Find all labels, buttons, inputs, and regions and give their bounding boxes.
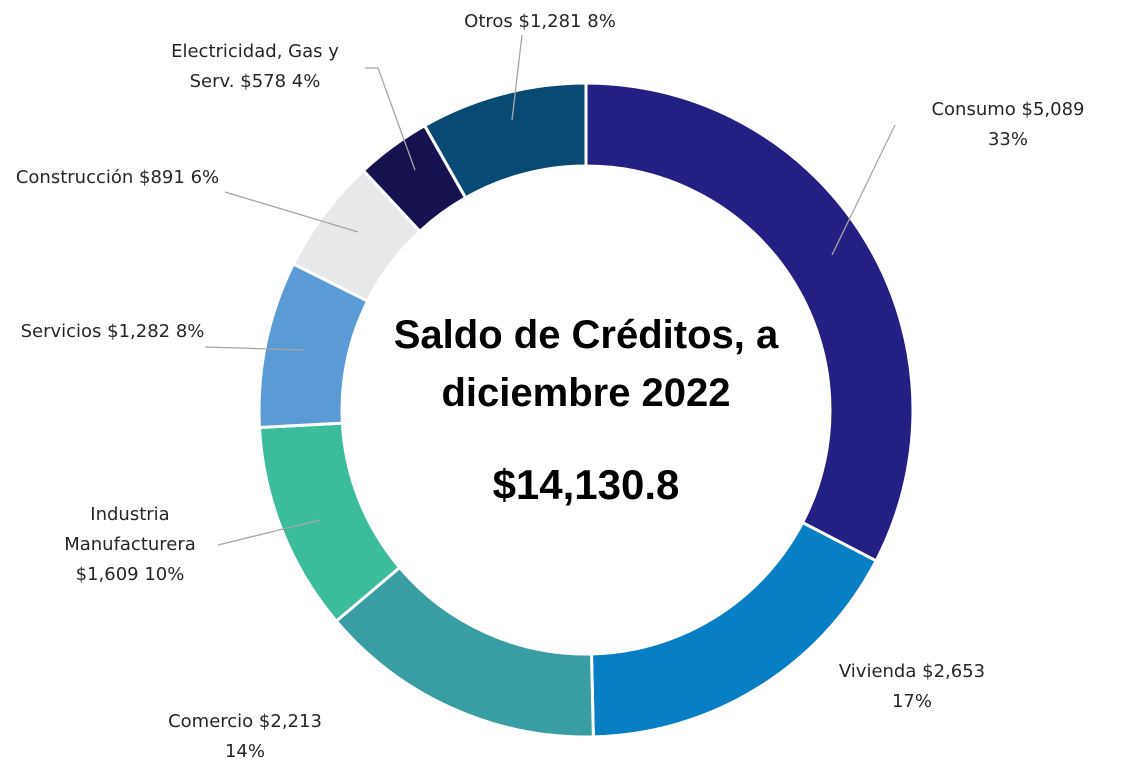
percent-label: 14% [224,741,265,762]
value-label: $2,213 [258,711,322,732]
leader-line [365,67,416,171]
total-label: $14,130.8 [492,461,680,508]
percent-label: 4% [291,71,321,92]
leader-line [217,519,321,546]
leader-line [204,346,306,351]
leader-line [831,124,896,256]
value-label: $1,281 [518,11,582,32]
slice-label: Otros $1,281 8% [420,7,660,37]
percent-label: 8% [175,321,205,342]
category-label: Construcción [15,167,134,188]
category-label: Consumo [931,99,1016,120]
category-label: Servicios [20,321,102,342]
leader-line [511,34,523,121]
donut-slice [422,81,588,200]
slice-label: Servicios $1,282 8% [20,317,205,347]
percent-label: 6% [190,167,220,188]
donut-slice [334,565,595,739]
slice-label: Industria Manufacturera $1,609 10% [55,500,205,590]
category-label: Electricidad, Gas y Serv. [171,41,339,92]
donut-slice [584,81,915,563]
percent-label: 10% [144,564,185,585]
slice-label: Comercio $2,213 14% [150,707,340,767]
leader-line [224,191,359,233]
value-label: $578 [240,71,287,92]
chart-title: Saldo de Créditos, a diciembre 2022 [393,313,779,415]
value-label: $891 [139,167,185,188]
category-label: Comercio [168,711,254,732]
percent-label: 8% [587,11,616,32]
percent-label: 17% [891,691,932,712]
slice-label: Electricidad, Gas y Serv. $578 4% [150,37,360,97]
category-label: Otros [464,11,513,32]
slice-label: Vivienda $2,653 17% [822,657,1002,717]
value-label: $1,609 [75,564,139,585]
value-label: $5,089 [1021,99,1085,120]
value-label: $2,653 [922,661,986,682]
slice-label: Construcción $891 6% [10,163,225,193]
slice-label: Consumo $5,089 33% [918,95,1098,155]
category-label: Industria Manufacturera [64,504,196,555]
percent-label: 33% [987,129,1028,150]
category-label: Vivienda [838,661,917,682]
value-label: $1,282 [107,321,171,342]
